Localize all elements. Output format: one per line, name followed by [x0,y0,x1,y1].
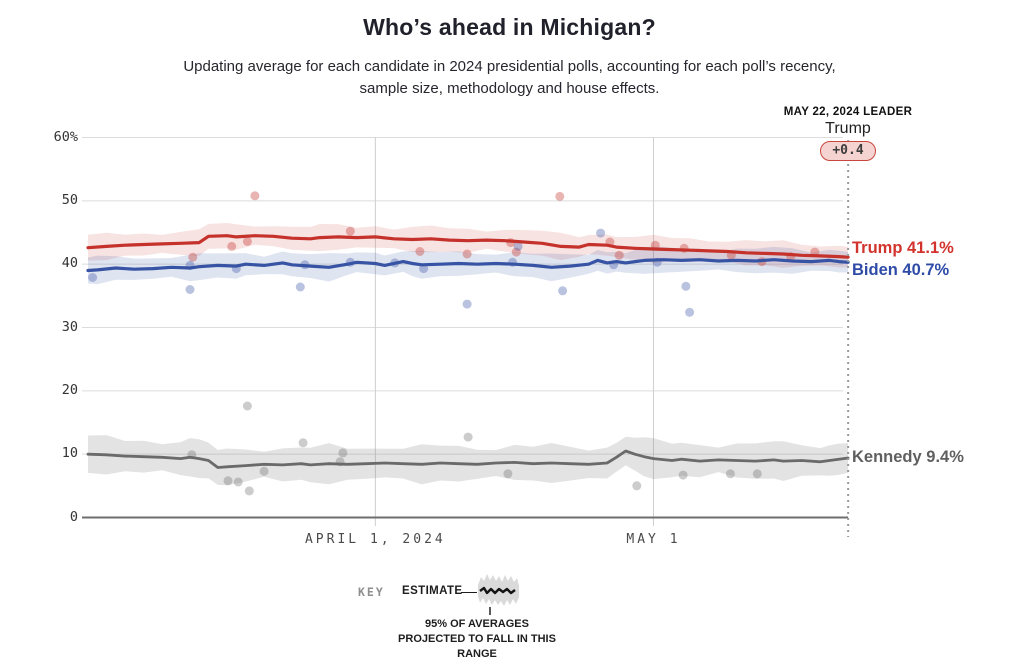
leader-date-label: MAY 22, 2024 LEADER [783,106,913,118]
page-title: Who’s ahead in Michigan? [363,14,656,40]
leader-name: Trump [825,120,871,137]
leader-margin-badge: +0.4 [820,141,876,161]
key-label: KEY [358,585,385,599]
page-subtitle-line2: sample size, methodology and house effec… [359,80,660,97]
estimate-dash-line [461,592,477,593]
estimate-label: ESTIMATE [402,585,463,597]
leader-annotation: MAY 22, 2024 LEADER Trump +0.4 [728,106,968,161]
page-subtitle: Updating average for each candidate in 2… [0,56,1019,100]
page-subtitle-line1: Updating average for each candidate in 2… [183,58,836,75]
range-note: 95% OF AVERAGES PROJECTED TO FALL IN THI… [398,618,556,660]
